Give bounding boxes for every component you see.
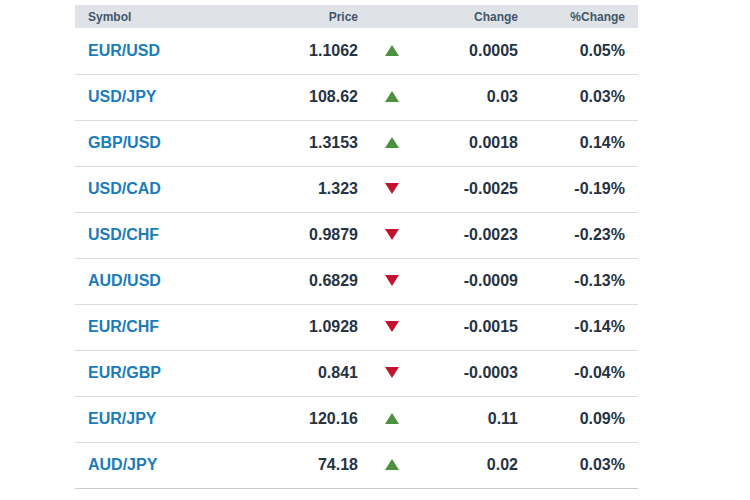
down-arrow-icon	[385, 367, 399, 378]
forex-table: Symbol Price Change %Change EUR/USD 1.10…	[75, 5, 638, 489]
column-header-pct-change: %Change	[518, 5, 638, 28]
up-arrow-icon	[385, 137, 399, 148]
down-arrow-icon	[385, 229, 399, 240]
pct-change-value: -0.23%	[518, 212, 638, 258]
price-value: 108.62	[265, 74, 358, 120]
symbol-link[interactable]: EUR/CHF	[88, 318, 159, 335]
up-arrow-icon	[385, 413, 399, 424]
table-row: USD/JPY 108.62 0.03 0.03%	[75, 74, 638, 120]
pct-change-value: 0.03%	[518, 74, 638, 120]
column-header-symbol: Symbol	[75, 5, 265, 28]
price-value: 0.6829	[265, 258, 358, 304]
table-row: GBP/USD 1.3153 0.0018 0.14%	[75, 120, 638, 166]
forex-quotes-widget: Symbol Price Change %Change EUR/USD 1.10…	[75, 5, 638, 489]
pct-change-value: -0.19%	[518, 166, 638, 212]
change-value: -0.0015	[426, 304, 518, 350]
change-value: 0.0018	[426, 120, 518, 166]
forex-table-body: EUR/USD 1.1062 0.0005 0.05% USD/JPY 108.…	[75, 28, 638, 488]
price-value: 1.3153	[265, 120, 358, 166]
change-value: 0.02	[426, 442, 518, 488]
table-row: USD/CAD 1.323 -0.0025 -0.19%	[75, 166, 638, 212]
symbol-link[interactable]: AUD/JPY	[88, 456, 157, 473]
column-header-price: Price	[265, 5, 358, 28]
symbol-link[interactable]: USD/JPY	[88, 88, 156, 105]
pct-change-value: -0.04%	[518, 350, 638, 396]
change-value: 0.11	[426, 396, 518, 442]
pct-change-value: 0.05%	[518, 28, 638, 74]
price-value: 74.18	[265, 442, 358, 488]
table-row: USD/CHF 0.9879 -0.0023 -0.23%	[75, 212, 638, 258]
change-value: -0.0025	[426, 166, 518, 212]
table-row: EUR/JPY 120.16 0.11 0.09%	[75, 396, 638, 442]
change-value: -0.0009	[426, 258, 518, 304]
table-row: EUR/CHF 1.0928 -0.0015 -0.14%	[75, 304, 638, 350]
pct-change-value: 0.03%	[518, 442, 638, 488]
price-value: 0.9879	[265, 212, 358, 258]
pct-change-value: 0.09%	[518, 396, 638, 442]
change-value: 0.03	[426, 74, 518, 120]
change-value: -0.0023	[426, 212, 518, 258]
change-value: 0.0005	[426, 28, 518, 74]
pct-change-value: 0.14%	[518, 120, 638, 166]
up-arrow-icon	[385, 91, 399, 102]
price-value: 0.841	[265, 350, 358, 396]
table-row: AUD/JPY 74.18 0.02 0.03%	[75, 442, 638, 488]
pct-change-value: -0.13%	[518, 258, 638, 304]
pct-change-value: -0.14%	[518, 304, 638, 350]
column-header-change: Change	[426, 5, 518, 28]
price-value: 1.1062	[265, 28, 358, 74]
symbol-link[interactable]: EUR/GBP	[88, 364, 161, 381]
column-header-direction-spacer	[358, 5, 426, 28]
up-arrow-icon	[385, 459, 399, 470]
table-row: EUR/USD 1.1062 0.0005 0.05%	[75, 28, 638, 74]
table-row: AUD/USD 0.6829 -0.0009 -0.13%	[75, 258, 638, 304]
symbol-link[interactable]: GBP/USD	[88, 134, 161, 151]
table-row: EUR/GBP 0.841 -0.0003 -0.04%	[75, 350, 638, 396]
symbol-link[interactable]: EUR/JPY	[88, 410, 156, 427]
change-value: -0.0003	[426, 350, 518, 396]
symbol-link[interactable]: USD/CHF	[88, 226, 159, 243]
symbol-link[interactable]: AUD/USD	[88, 272, 161, 289]
price-value: 120.16	[265, 396, 358, 442]
price-value: 1.0928	[265, 304, 358, 350]
down-arrow-icon	[385, 275, 399, 286]
down-arrow-icon	[385, 321, 399, 332]
symbol-link[interactable]: EUR/USD	[88, 42, 160, 59]
symbol-link[interactable]: USD/CAD	[88, 180, 161, 197]
price-value: 1.323	[265, 166, 358, 212]
down-arrow-icon	[385, 183, 399, 194]
up-arrow-icon	[385, 45, 399, 56]
table-header: Symbol Price Change %Change	[75, 5, 638, 28]
